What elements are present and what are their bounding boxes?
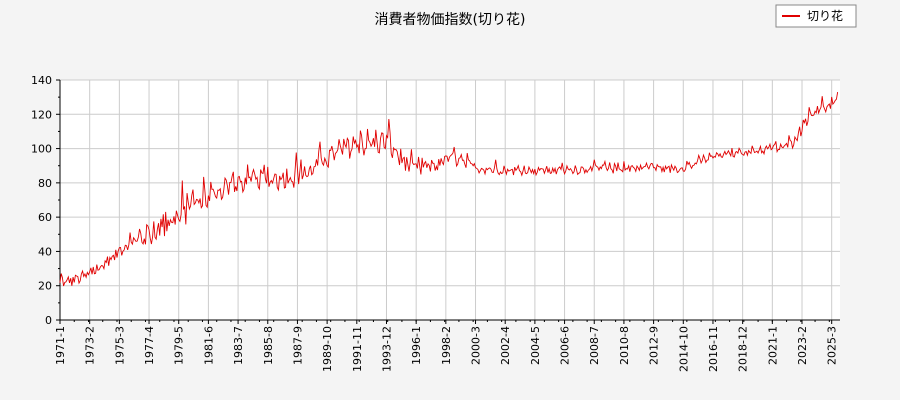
- x-tick-label: 1975-3: [113, 326, 126, 365]
- y-tick-label: 100: [31, 143, 52, 156]
- x-tick-label: 1989-10: [321, 326, 334, 372]
- plot-area: [60, 80, 840, 320]
- x-tick-label: 2006-6: [559, 326, 572, 365]
- y-tick-label: 20: [38, 280, 52, 293]
- x-tick-label: 1991-11: [351, 326, 364, 372]
- legend-label: 切り花: [807, 8, 843, 23]
- x-tick-label: 1998-2: [440, 326, 453, 365]
- legend: 切り花: [775, 4, 857, 28]
- x-tick-label: 2018-12: [737, 326, 750, 372]
- series-line: [59, 92, 839, 287]
- y-tick-label: 140: [31, 74, 52, 87]
- x-tick-label: 2000-3: [470, 326, 483, 365]
- x-tick-label: 1993-12: [380, 326, 393, 372]
- x-tick-label: 2016-11: [707, 326, 720, 372]
- y-tick-label: 80: [38, 177, 52, 190]
- legend-box: [775, 4, 857, 28]
- x-tick-label: 1977-4: [143, 326, 156, 365]
- x-tick-label: 1981-6: [202, 326, 215, 365]
- x-tick-label: 2023-2: [796, 326, 809, 365]
- x-tick-label: 2008-7: [588, 326, 601, 365]
- x-tick-label: 2002-4: [499, 326, 512, 365]
- x-tick-label: 1996-1: [410, 326, 423, 365]
- y-tick-label: 40: [38, 245, 52, 258]
- series-layer: [59, 92, 839, 287]
- y-tick-label: 120: [31, 108, 52, 121]
- x-tick-label: 2004-5: [529, 326, 542, 365]
- x-tick-label: 1987-9: [291, 326, 304, 365]
- x-tick-label: 2010-8: [618, 326, 631, 365]
- grid-lines: [59, 79, 840, 321]
- x-tick-label: 1985-8: [262, 326, 275, 365]
- x-tick-label: 2025-3: [826, 326, 839, 365]
- y-tick-label: 60: [38, 211, 52, 224]
- x-tick-label: 1979-5: [173, 326, 186, 365]
- x-tick-label: 2014-10: [677, 326, 690, 372]
- y-tick-label: 0: [45, 314, 52, 327]
- x-tick-label: 1983-7: [232, 326, 245, 365]
- x-tick-label: 1971-1: [54, 326, 67, 365]
- x-tick-label: 2021-1: [766, 326, 779, 365]
- axes: 0 20 40 60 80 100 120 140 1971-1 1973-2 1975-3 1977…: [31, 74, 840, 372]
- x-tick-label: 2012-9: [648, 326, 661, 365]
- x-tick-label: 1973-2: [84, 326, 97, 365]
- chart-title: 消費者物価指数(切り花): [375, 12, 526, 28]
